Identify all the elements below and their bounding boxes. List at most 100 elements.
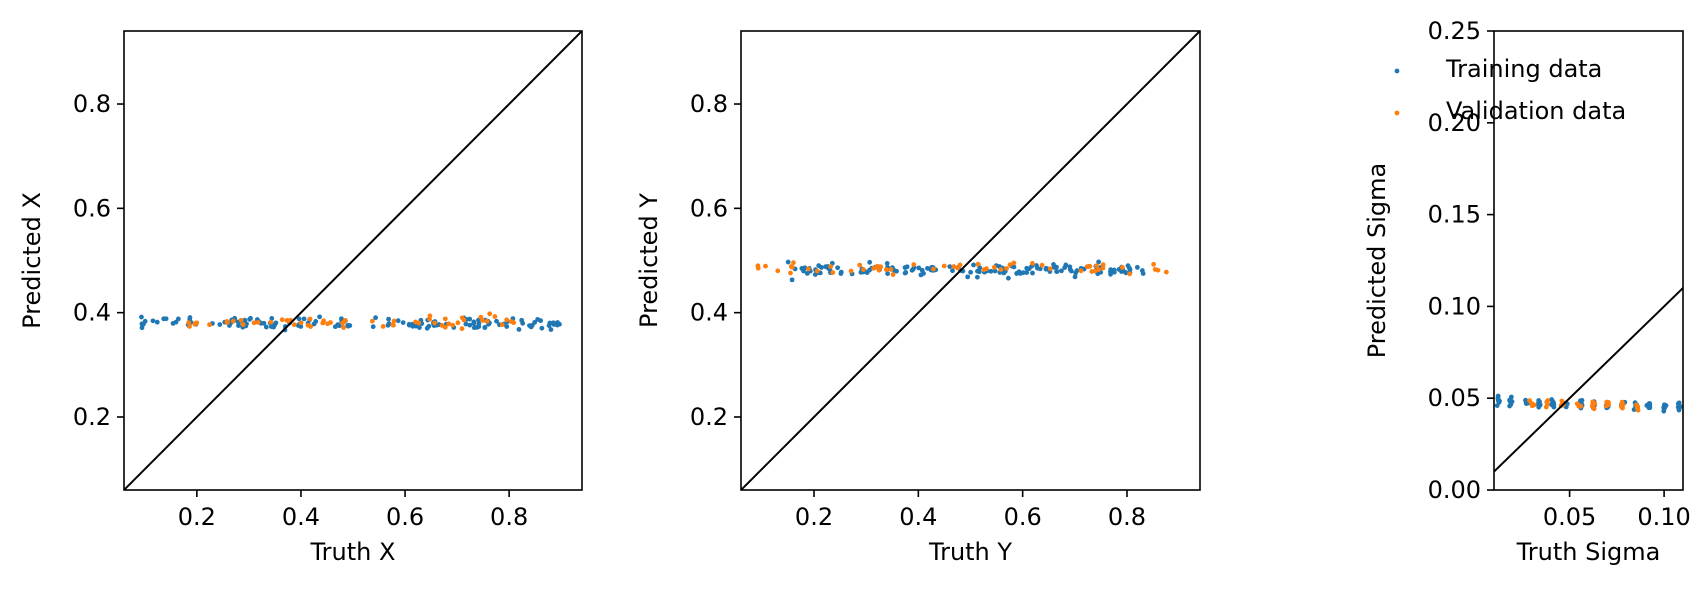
scatter-point-validation xyxy=(763,263,768,269)
scatter-point-training xyxy=(242,317,248,323)
scatter-point-training xyxy=(336,323,342,329)
scatter-point-validation xyxy=(998,267,1004,272)
scatter-point-validation xyxy=(455,320,461,326)
panel-truth-sigma: 0.05 0.10 0.00 0.05 0.10 0.15 0.20 0.25 Truth … xyxy=(1363,17,1691,566)
scatter-point-validation xyxy=(341,319,347,325)
scatter-point-training xyxy=(921,271,926,276)
scatter-point-validation xyxy=(755,265,761,271)
scatter-point-validation xyxy=(1155,267,1161,273)
scatter-point-training xyxy=(1647,402,1653,408)
scatter-point-training xyxy=(1016,269,1022,275)
scatter-point-validation xyxy=(487,311,493,317)
scatter-point-validation xyxy=(279,317,285,323)
scatter-point-training xyxy=(1051,262,1056,267)
scatter-point-validation xyxy=(1543,404,1549,410)
scatter-point-training xyxy=(400,320,406,325)
scatter-point-validation xyxy=(207,322,212,328)
x-tick-label: 0.2 xyxy=(178,503,216,531)
scatter-point-validation xyxy=(1127,271,1132,277)
scatter-point-training xyxy=(301,316,307,322)
scatter-point-training xyxy=(1140,271,1146,276)
x-tick-label: 0.6 xyxy=(386,503,424,531)
scatter-point-training xyxy=(1108,267,1114,273)
scatter-point-training xyxy=(551,320,556,326)
scatter-point-validation xyxy=(450,322,456,328)
scatter-point-training xyxy=(386,316,391,322)
scatter-point-validation xyxy=(1007,262,1013,268)
scatter-point-training xyxy=(1096,259,1101,265)
scatter-point-validation xyxy=(492,314,498,319)
scatter-point-training xyxy=(1024,270,1030,275)
scatter-points-sigma xyxy=(1494,393,1683,414)
scatter-point-validation xyxy=(1100,265,1106,271)
y-tick-label: 0.8 xyxy=(690,90,728,118)
scatter-point-training xyxy=(1063,262,1069,268)
x-tick-label: 0.2 xyxy=(795,503,833,531)
scatter-point-training xyxy=(835,265,841,271)
scatter-point-validation xyxy=(484,318,490,324)
scatter-point-validation xyxy=(446,321,452,327)
scatter-point-training xyxy=(1662,402,1667,408)
scatter-points-y xyxy=(755,259,1169,283)
y-tick-label: 0.2 xyxy=(690,403,728,431)
x-tick-label: 0.05 xyxy=(1543,503,1596,531)
scatter-point-training xyxy=(416,325,422,330)
scatter-point-validation xyxy=(857,262,863,268)
scatter-point-training xyxy=(867,267,872,273)
scatter-point-validation xyxy=(788,264,794,269)
scatter-point-validation xyxy=(230,318,236,324)
scatter-point-training xyxy=(236,323,241,328)
scatter-point-training xyxy=(175,316,181,322)
scatter-point-training xyxy=(426,323,432,329)
scatter-point-validation xyxy=(1004,266,1009,271)
legend-label-validation: Validation data xyxy=(1446,97,1626,125)
scatter-point-validation xyxy=(1078,268,1084,274)
x-axis-ticks: 0.2 0.4 0.6 0.8 xyxy=(178,490,528,531)
scatter-point-training xyxy=(311,321,317,327)
scatter-point-training xyxy=(317,314,323,320)
scatter-point-validation xyxy=(328,320,333,325)
scatter-point-training xyxy=(142,318,148,324)
scatter-point-validation xyxy=(848,268,854,274)
scatter-point-training xyxy=(789,277,795,283)
scatter-point-validation xyxy=(508,319,514,324)
scatter-point-training xyxy=(463,321,469,327)
scatter-point-validation xyxy=(1084,264,1090,270)
identity-line xyxy=(1494,286,1683,474)
scatter-point-training xyxy=(532,319,538,325)
scatter-point-training xyxy=(139,325,145,331)
scatter-point-validation xyxy=(775,268,781,274)
scatter-point-training xyxy=(974,274,980,280)
scatter-point-validation xyxy=(320,320,326,326)
scatter-point-validation xyxy=(1529,401,1534,406)
y-tick-label: 0.6 xyxy=(690,194,728,222)
y-tick-label: 0.4 xyxy=(73,299,111,327)
x-axis-ticks: 0.2 0.4 0.6 0.8 xyxy=(795,490,1146,531)
scatter-point-training xyxy=(968,269,973,275)
x-axis-label: Truth Sigma xyxy=(1516,538,1661,566)
scatter-point-validation xyxy=(1635,405,1640,411)
scatter-point-training xyxy=(150,318,156,324)
scatter-point-training xyxy=(273,320,279,326)
scatter-point-validation xyxy=(380,324,386,329)
scatter-point-validation xyxy=(890,272,896,277)
scatter-point-training xyxy=(977,265,983,271)
y-tick-label: 0.2 xyxy=(73,403,111,431)
legend-marker-training xyxy=(1394,68,1400,74)
y-axis-ticks: 0.2 0.4 0.6 0.8 xyxy=(690,90,741,431)
scatter-point-training xyxy=(406,321,412,327)
scatter-point-validation xyxy=(951,264,957,269)
scatter-point-training xyxy=(1108,271,1113,277)
scatter-point-validation xyxy=(814,268,820,274)
scatter-point-training xyxy=(217,322,223,327)
scatter-point-training xyxy=(884,261,890,266)
scatter-point-training xyxy=(975,268,980,274)
scatter-point-validation xyxy=(192,321,198,327)
scatter-point-validation xyxy=(1576,403,1582,409)
scatter-point-validation xyxy=(883,267,889,273)
scatter-point-validation xyxy=(791,260,796,266)
y-tick-label: 0.20 xyxy=(1428,109,1481,137)
scatter-point-training xyxy=(139,314,144,320)
plot-frame xyxy=(123,30,583,491)
